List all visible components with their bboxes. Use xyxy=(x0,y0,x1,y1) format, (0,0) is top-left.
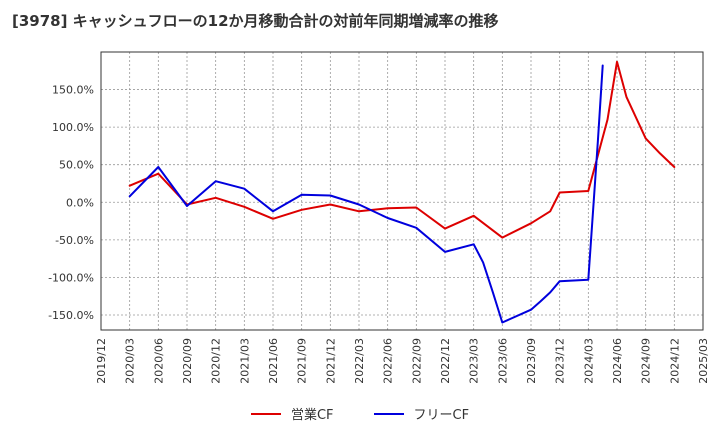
x-tick-label: 2022/12 xyxy=(439,338,452,384)
x-tick-label: 2022/09 xyxy=(410,338,423,384)
x-tick-label: 2020/09 xyxy=(181,338,194,384)
series-line-operating-cf xyxy=(128,60,676,239)
x-tick-label: 2022/03 xyxy=(353,338,366,384)
x-tick-label: 2024/06 xyxy=(611,338,624,384)
series-line-free-cf xyxy=(128,64,604,324)
axis-layer: -150.0% -100.0% -50.0% 0.0% 50.0% 100.0% 150.0… xyxy=(48,51,710,384)
x-tick-label: 2025/03 xyxy=(697,338,710,384)
y-tick-label: 0.0% xyxy=(66,196,94,209)
x-tick-label: 2019/12 xyxy=(95,338,108,384)
y-tick-label: 100.0% xyxy=(52,121,94,134)
legend-swatch-free-cf xyxy=(373,412,404,415)
x-tick-label: 2023/06 xyxy=(496,338,509,384)
x-tick-label: 2023/03 xyxy=(468,338,481,384)
x-tick-label: 2020/03 xyxy=(124,338,137,384)
series-layer xyxy=(128,60,676,324)
y-tick-label: -50.0% xyxy=(55,234,94,247)
x-tick-label: 2020/06 xyxy=(152,338,165,384)
x-tick-label: 2021/09 xyxy=(296,338,309,384)
x-tick-label: 2021/12 xyxy=(324,338,337,384)
x-tick-label: 2020/12 xyxy=(210,338,223,384)
legend-label-operating-cf: 営業CF xyxy=(290,408,334,423)
y-tick-label: -150.0% xyxy=(48,309,94,322)
legend: 営業CF フリーCF xyxy=(0,404,720,423)
plot-area xyxy=(101,52,703,330)
x-tick-label: 2023/12 xyxy=(554,338,567,384)
legend-item-operating-cf: 営業CF xyxy=(250,404,334,423)
y-tick-label: 150.0% xyxy=(52,84,94,97)
x-tick-label: 2021/06 xyxy=(267,338,280,384)
x-tick-label: 2024/12 xyxy=(668,338,681,384)
legend-swatch-operating-cf xyxy=(250,412,281,415)
x-tick-label: 2024/09 xyxy=(640,338,653,384)
x-tick-label: 2021/03 xyxy=(238,338,251,384)
x-tick-label: 2024/03 xyxy=(582,338,595,384)
y-tick-label: 50.0% xyxy=(59,159,94,172)
legend-label-free-cf: フリーCF xyxy=(413,408,470,423)
plot-border xyxy=(100,51,704,331)
chart-title: [3978] キャッシュフローの12か月移動合計の対前年同期増減率の推移 xyxy=(12,12,499,30)
x-tick-label: 2023/09 xyxy=(525,338,538,384)
grid-layer xyxy=(100,52,704,330)
y-tick-label: -100.0% xyxy=(48,271,94,284)
x-tick-label: 2022/06 xyxy=(382,338,395,384)
legend-item-free-cf: フリーCF xyxy=(373,404,470,423)
